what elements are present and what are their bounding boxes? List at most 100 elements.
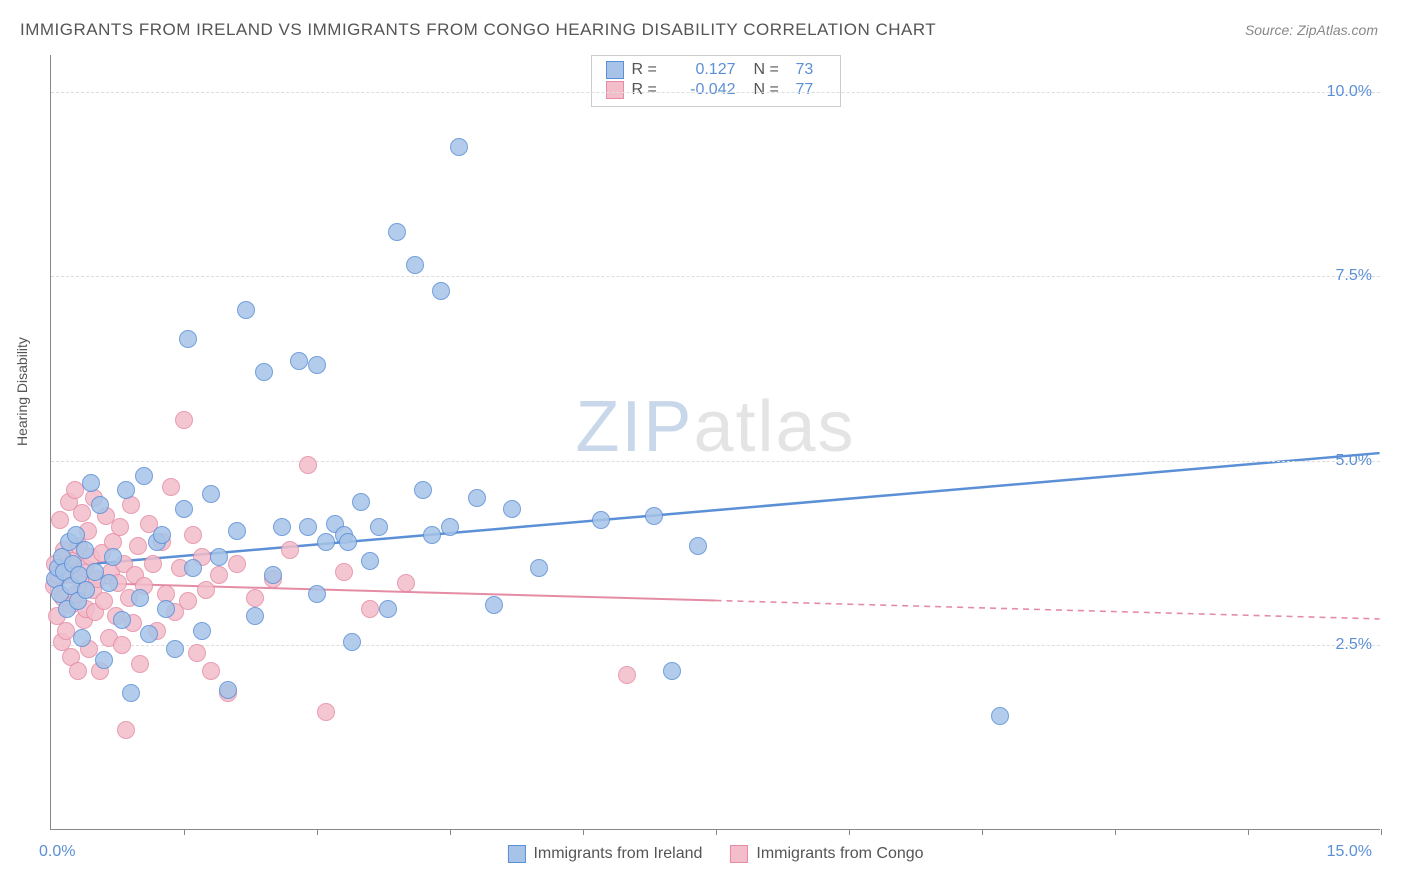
scatter-point: [175, 500, 193, 518]
scatter-point: [379, 600, 397, 618]
watermark-atlas: atlas: [693, 387, 855, 467]
scatter-point: [264, 566, 282, 584]
x-tick: [583, 829, 584, 835]
legend-swatch: [507, 845, 525, 863]
legend-swatch: [606, 61, 624, 79]
scatter-point: [162, 478, 180, 496]
x-axis-max-label: 15.0%: [1327, 843, 1372, 861]
scatter-point: [184, 559, 202, 577]
gridline: [51, 92, 1380, 93]
scatter-point: [117, 481, 135, 499]
x-tick: [716, 829, 717, 835]
scatter-point: [290, 352, 308, 370]
n-label: N =: [754, 81, 788, 99]
x-axis-min-label: 0.0%: [39, 843, 75, 861]
scatter-point: [299, 456, 317, 474]
scatter-point: [153, 526, 171, 544]
x-tick: [982, 829, 983, 835]
x-tick: [1115, 829, 1116, 835]
scatter-point: [202, 662, 220, 680]
r-value: 0.127: [674, 61, 736, 79]
scatter-point: [202, 485, 220, 503]
scatter-point: [299, 518, 317, 536]
scatter-point: [113, 636, 131, 654]
n-value: 73: [796, 61, 826, 79]
scatter-point: [485, 596, 503, 614]
scatter-point: [663, 662, 681, 680]
legend-item: Immigrants from Congo: [730, 845, 923, 863]
correlation-legend: R =0.127N =73R =-0.042N =77: [591, 55, 841, 107]
x-tick: [1248, 829, 1249, 835]
y-tick-label: 7.5%: [1336, 267, 1372, 285]
y-tick-label: 2.5%: [1336, 636, 1372, 654]
scatter-point: [100, 574, 118, 592]
scatter-point: [352, 493, 370, 511]
n-value: 77: [796, 81, 826, 99]
scatter-point: [179, 330, 197, 348]
watermark: ZIPatlas: [575, 386, 855, 468]
scatter-point: [370, 518, 388, 536]
scatter-point: [95, 651, 113, 669]
gridline: [51, 276, 1380, 277]
x-tick: [184, 829, 185, 835]
scatter-point: [228, 555, 246, 573]
scatter-point: [273, 518, 291, 536]
legend-row: R =0.127N =73: [606, 60, 826, 80]
scatter-point: [423, 526, 441, 544]
scatter-point: [197, 581, 215, 599]
gridline: [51, 461, 1380, 462]
scatter-point: [228, 522, 246, 540]
scatter-point: [210, 566, 228, 584]
scatter-point: [689, 537, 707, 555]
scatter-point: [317, 533, 335, 551]
scatter-point: [76, 541, 94, 559]
scatter-point: [117, 721, 135, 739]
x-tick: [1381, 829, 1382, 835]
scatter-point: [111, 518, 129, 536]
legend-swatch: [730, 845, 748, 863]
scatter-point: [246, 607, 264, 625]
legend-item: Immigrants from Ireland: [507, 845, 702, 863]
y-tick-label: 5.0%: [1336, 452, 1372, 470]
n-label: N =: [754, 61, 788, 79]
scatter-point: [188, 644, 206, 662]
scatter-point: [339, 533, 357, 551]
scatter-point: [77, 581, 95, 599]
scatter-point: [317, 703, 335, 721]
scatter-point: [468, 489, 486, 507]
scatter-point: [73, 504, 91, 522]
scatter-point: [388, 223, 406, 241]
scatter-point: [51, 511, 69, 529]
x-tick: [317, 829, 318, 835]
scatter-point: [193, 622, 211, 640]
scatter-point: [592, 511, 610, 529]
scatter-point: [414, 481, 432, 499]
scatter-point: [335, 563, 353, 581]
scatter-point: [140, 625, 158, 643]
trend-line-dashed: [716, 600, 1380, 618]
scatter-point: [184, 526, 202, 544]
scatter-point: [255, 363, 273, 381]
scatter-point: [210, 548, 228, 566]
scatter-point: [618, 666, 636, 684]
scatter-point: [406, 256, 424, 274]
chart-title: IMMIGRANTS FROM IRELAND VS IMMIGRANTS FR…: [20, 20, 936, 40]
scatter-point: [131, 589, 149, 607]
scatter-point: [645, 507, 663, 525]
scatter-point: [166, 640, 184, 658]
scatter-point: [308, 585, 326, 603]
scatter-point: [69, 662, 87, 680]
scatter-point: [246, 589, 264, 607]
scatter-point: [157, 600, 175, 618]
scatter-point: [122, 684, 140, 702]
watermark-zip: ZIP: [575, 387, 693, 467]
scatter-point: [281, 541, 299, 559]
scatter-point: [450, 138, 468, 156]
legend-row: R =-0.042N =77: [606, 80, 826, 100]
source-attribution: Source: ZipAtlas.com: [1245, 22, 1378, 38]
scatter-point: [73, 629, 91, 647]
scatter-point: [104, 548, 122, 566]
legend-swatch: [606, 81, 624, 99]
scatter-point: [129, 537, 147, 555]
trend-lines-svg: [51, 55, 1380, 829]
